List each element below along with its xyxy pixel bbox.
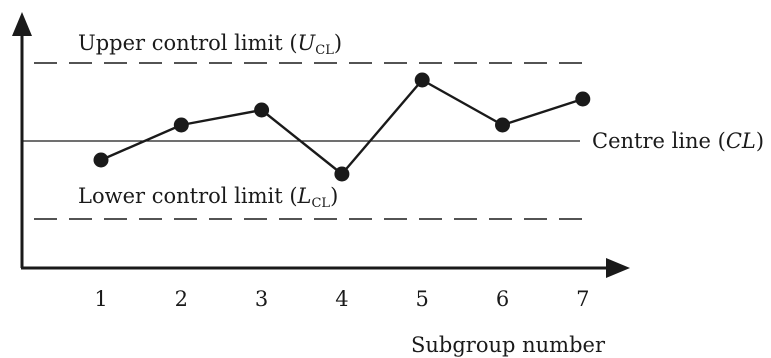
data-point-5	[414, 72, 430, 88]
x-tick-label-1: 1	[94, 287, 107, 311]
x-tick-label-3: 3	[255, 287, 268, 311]
ucl-label: Upper control limit (UCL)	[78, 31, 342, 58]
x-tick-label-7: 7	[576, 287, 589, 311]
data-point-6	[495, 117, 510, 133]
axes	[12, 12, 630, 278]
x-tick-label-4: 4	[335, 287, 348, 311]
x-tick-label-5: 5	[416, 287, 429, 311]
x-tick-labels: 1 2 3 4 5 6 7	[94, 287, 589, 311]
data-point-3	[254, 102, 270, 118]
data-point-2	[173, 117, 189, 133]
centre-line-label: Centre line (CL)	[592, 129, 764, 153]
x-axis-arrow-icon	[606, 258, 630, 278]
x-tick-label-2: 2	[175, 287, 188, 311]
data-series	[93, 72, 591, 182]
data-point-1	[93, 152, 109, 168]
x-axis-title: Subgroup number	[411, 333, 606, 357]
data-point-7	[575, 91, 591, 107]
data-point-4	[334, 166, 350, 182]
x-tick-label-6: 6	[496, 287, 509, 311]
series-line	[100, 78, 584, 176]
y-axis-arrow-icon	[12, 12, 32, 36]
lcl-label: Lower control limit (LCL)	[78, 184, 338, 211]
